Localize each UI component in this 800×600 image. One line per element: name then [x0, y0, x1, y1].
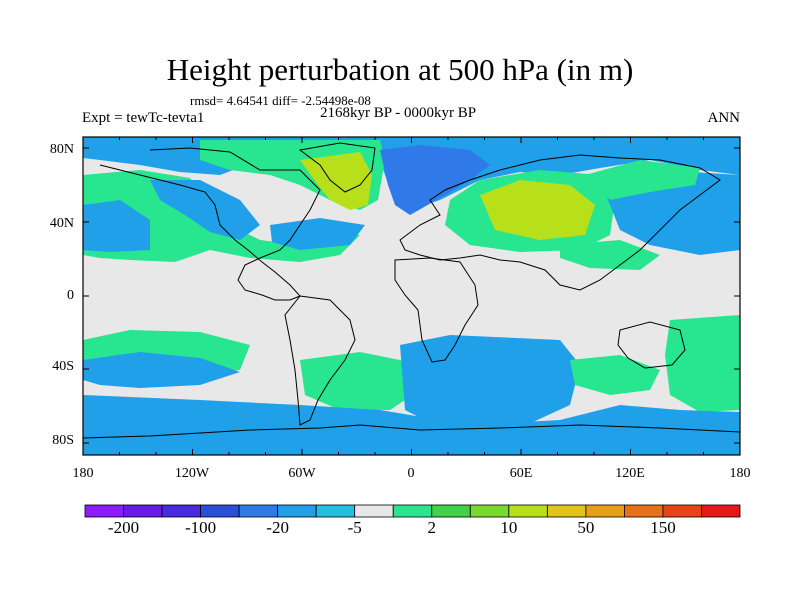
coast-greenland	[298, 142, 376, 193]
colorbar-label: -20	[266, 518, 289, 537]
contour-eurasia-lime	[480, 180, 595, 240]
coast-south-america	[284, 295, 356, 426]
coast-eurasia	[399, 154, 721, 291]
contour-south-indian-light	[400, 335, 580, 428]
contour-antarctic-light	[83, 430, 740, 455]
colorbar-swatch	[508, 504, 548, 518]
colorbar-swatch	[84, 504, 124, 518]
contour-pacific-green	[585, 160, 700, 200]
colorbar-label: 150	[650, 518, 676, 537]
lon-label-120w: 120W	[174, 466, 210, 481]
coastlines	[83, 142, 740, 439]
colorbar-swatch	[431, 504, 471, 518]
colorbar-label: -5	[347, 518, 362, 537]
contour-australia-green	[570, 355, 660, 395]
colorbar	[84, 504, 741, 518]
plot-title: Height perturbation at 500 hPa (in m)	[166, 52, 634, 87]
colorbar-swatch	[238, 504, 279, 518]
contour-field	[83, 137, 740, 455]
colorbar-swatch	[701, 504, 741, 518]
colorbar-swatch	[277, 504, 317, 518]
colorbar-label: 50	[577, 518, 595, 537]
colorbar-label: 10	[500, 518, 518, 537]
colorbar-swatch	[546, 504, 587, 518]
lon-label-180e: 180	[729, 466, 751, 481]
colorbar-swatch	[469, 504, 510, 518]
contour-asia-green	[560, 240, 660, 270]
colorbar-label: -200	[107, 518, 140, 537]
lon-label-0: 0	[407, 466, 415, 481]
coast-antarctica	[83, 424, 740, 439]
lat-label-80n: 80N	[49, 142, 74, 157]
period-text: 2168kyr BP - 0000kyr BP	[320, 105, 477, 121]
stats-text: rmsd= 4.64541 diff= -2.54498e-08	[190, 93, 371, 108]
colorbar-swatch	[354, 504, 394, 518]
lon-label-120e: 120E	[615, 466, 645, 481]
contour-north-atlantic-blue	[380, 145, 490, 215]
colorbar-label: 2	[427, 518, 437, 537]
experiment-label: Expt = tewTc-tevta1	[82, 110, 205, 126]
colorbar-label: -100	[184, 518, 217, 537]
lat-label-0: 0	[67, 288, 74, 303]
colorbar-swatch	[123, 504, 163, 518]
colorbar-swatch	[392, 504, 433, 518]
coast-north-america	[99, 147, 321, 301]
coast-africa	[394, 257, 479, 363]
lat-label-80s: 80S	[52, 433, 74, 448]
colorbar-swatch	[200, 504, 240, 518]
colorbar-swatch	[315, 504, 356, 518]
lon-label-60w: 60W	[288, 466, 316, 481]
colorbar-swatch	[662, 504, 702, 518]
lat-label-40s: 40S	[52, 359, 74, 374]
lat-label-40n: 40N	[49, 216, 74, 231]
contour-south-atlantic-green	[300, 352, 420, 410]
lon-label-180w: 180	[72, 466, 94, 481]
axis-ticks	[82, 137, 741, 455]
contour-northamerica-blue	[150, 180, 260, 240]
contour-east-green	[665, 315, 740, 412]
season-label: ANN	[707, 110, 741, 126]
contour-westpacific-blue	[83, 200, 150, 252]
coast-australia	[617, 321, 686, 369]
contour-greenland-lime	[300, 152, 372, 210]
contour-south-pacific-blue	[83, 352, 240, 388]
colorbar-swatch	[585, 504, 625, 518]
colorbar-swatch	[161, 504, 201, 518]
contour-atlantic-blue	[270, 218, 365, 250]
colorbar-swatch	[624, 504, 664, 518]
lon-label-60e: 60E	[509, 466, 533, 481]
